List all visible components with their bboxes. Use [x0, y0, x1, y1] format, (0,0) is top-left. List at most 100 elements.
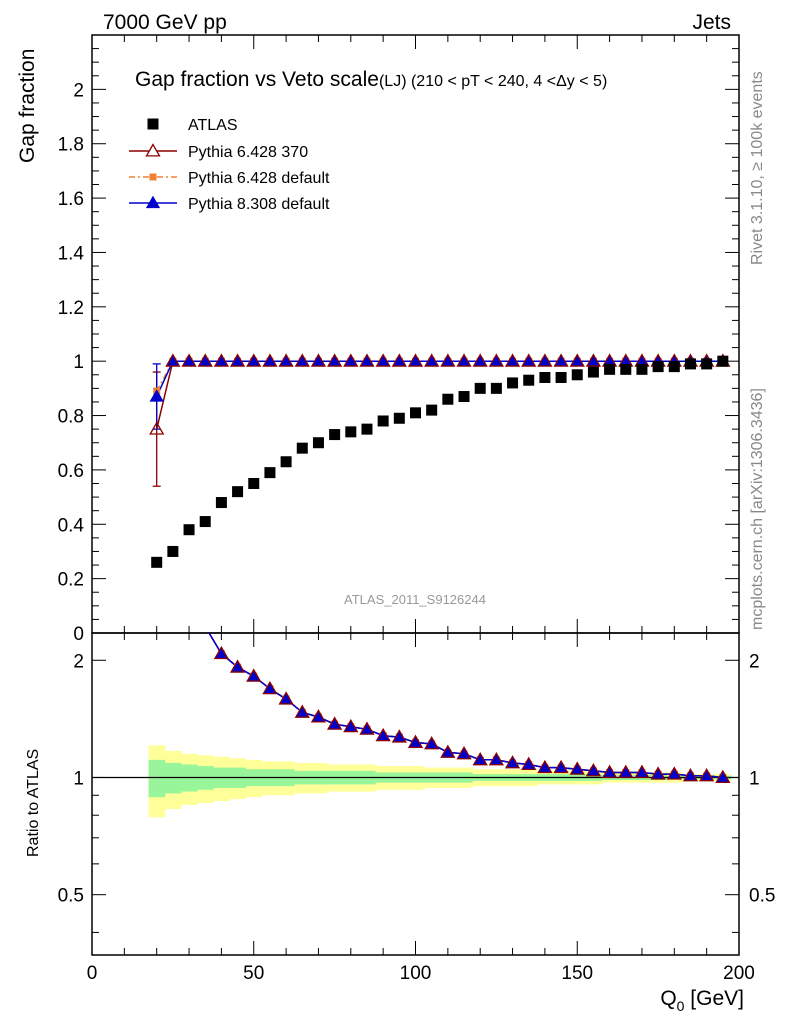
- legend: ATLAS Pythia 6.428 370 Pythia 6.428 defaul…: [129, 117, 330, 213]
- ratio-pythia6-370-point: [715, 769, 731, 784]
- pythia8-default-point: [262, 353, 278, 367]
- pythia8-default-point: [246, 353, 261, 367]
- ratio-uncertainty-band: [148, 745, 732, 818]
- pythia8-default-point: [440, 353, 455, 367]
- ratio-curves: [208, 633, 731, 784]
- pythia8-default-point: [149, 389, 164, 402]
- pythia6-370-point: [424, 353, 440, 367]
- pythia8-default-point: [505, 353, 520, 367]
- ratio-pythia8-default-point: [440, 745, 455, 758]
- ratio-pythia6-370-point: [682, 767, 699, 782]
- atlas-point: [442, 393, 454, 405]
- pythia8-default-point: [278, 353, 294, 367]
- main-ytick-label: 0.8: [58, 407, 84, 428]
- atlas-point: [620, 363, 632, 375]
- pythia8-default-point: [327, 353, 342, 367]
- pythia6-370-point: [407, 353, 424, 367]
- atlas-point: [345, 426, 357, 438]
- atlas-point: [555, 371, 567, 383]
- ratio-pythia6-370-point: [262, 680, 278, 695]
- pythia6-370-point: [327, 353, 343, 367]
- main-ytick-label: 0.2: [58, 570, 84, 591]
- ratio-ylabel: Ratio to ATLAS: [25, 749, 42, 857]
- ratio-xtick-label: 150: [561, 963, 593, 984]
- ratio-ytick-label-right: 2: [749, 651, 760, 672]
- atlas-point: [377, 415, 389, 427]
- ratio-ytick-label-right: 0.5: [749, 886, 775, 907]
- pythia8-default-point: [359, 353, 375, 367]
- legend-atlas-marker: [147, 118, 159, 130]
- pythia8-default-point: [489, 353, 504, 367]
- main-ytick-label: 0.6: [58, 461, 84, 482]
- legend-entry: ATLAS: [147, 117, 238, 134]
- legend-label: Pythia 6.428 default: [188, 170, 330, 187]
- legend-pythia6-default-marker: [149, 173, 157, 181]
- ratio-pythia8-default-point: [376, 728, 391, 741]
- ratio-xtick-label: 100: [400, 963, 432, 984]
- pythia6-370-point: [213, 353, 230, 367]
- ratio-pythia6-370-point: [424, 736, 440, 750]
- atlas-point: [474, 382, 486, 394]
- ratio-pythia8-default-point: [278, 691, 294, 705]
- pythia8-default-point: [537, 353, 553, 367]
- pythia8-default-point: [586, 353, 601, 367]
- atlas-point: [652, 361, 664, 373]
- band-inner-bin: [164, 762, 182, 794]
- beam-label: 7000 GeV pp: [103, 11, 227, 34]
- ratio-pythia6-370-point: [310, 709, 327, 723]
- pythia6-370-point: [165, 353, 181, 367]
- ratio-pythia6-370-point: [440, 744, 456, 758]
- ratio-xtick-label: 50: [243, 963, 264, 984]
- ratio-pythia8-default-point: [214, 646, 229, 659]
- legend-label: Pythia 6.428 370: [188, 144, 308, 161]
- pythia8-default-point: [165, 353, 180, 367]
- legend-label: Pythia 8.308 default: [188, 196, 330, 213]
- main-panel: 0 0.2 0.4 0.6 0.8 1 1.2 1.4 1.6 1.8 2 Gap fraction…: [16, 34, 740, 645]
- ratio-pythia6-370-point: [504, 755, 521, 769]
- legend-entry: Pythia 6.428 default: [129, 170, 330, 187]
- atlas-point: [296, 442, 308, 454]
- band-inner-bin: [148, 759, 166, 798]
- pythia8-default-point: [456, 353, 472, 367]
- legend-entry: Pythia 8.308 default: [129, 195, 330, 213]
- main-ytick-label: 0: [73, 624, 84, 645]
- ratio-xlabel-unit: [GeV]: [684, 987, 744, 1010]
- legend-entry: Pythia 6.428 370: [129, 143, 308, 161]
- pythia8-default-point: [295, 353, 310, 367]
- mcplots-note: mcplots.cern.ch [arXiv:1306.3436]: [749, 388, 766, 630]
- ratio-pythia6-370-point: [666, 766, 682, 780]
- main-panel-data: [149, 353, 731, 568]
- pythia8-default-point: [553, 353, 569, 367]
- pythia6-370-point: [456, 353, 472, 367]
- atlas-point: [183, 524, 195, 536]
- main-ytick-label: 1.4: [58, 243, 85, 264]
- pythia6-370-point: [585, 353, 602, 367]
- ratio-pythia6-370-point: [618, 764, 634, 779]
- ratio-pythia6-370-point: [601, 764, 618, 779]
- ratio-pythia6-370-point: [246, 668, 262, 682]
- atlas-point: [458, 391, 470, 403]
- main-ytick-label: 1.8: [58, 135, 84, 156]
- ratio-pythia6-370-point: [343, 718, 359, 733]
- pythia6-370-point: [391, 353, 407, 367]
- main-ytick-label: 0.4: [58, 515, 85, 536]
- ratio-pythia6-370-point: [569, 761, 585, 775]
- ratio-ytick-label: 0.5: [58, 886, 84, 907]
- atlas-point: [280, 456, 292, 468]
- pythia6-370-point: [181, 353, 197, 367]
- ratio-panel: 0.5 0.51 12 20 50 100 150 200 Ratio to ATLAS Q0…: [25, 632, 775, 1014]
- ratio-pythia6-370-point: [229, 659, 246, 673]
- rivet-note: Rivet 3.1.10, ≥ 100k events: [749, 71, 766, 265]
- legend-label: ATLAS: [188, 117, 238, 134]
- main-title-text: Gap fraction vs Veto scale: [135, 68, 379, 91]
- ratio-xtick-label: 0: [87, 963, 98, 984]
- pythia8-default-point: [521, 353, 536, 367]
- pythia6-370-point: [278, 353, 294, 367]
- pythia6-370-point: [504, 353, 521, 367]
- ratio-pythia8-default-point: [634, 765, 650, 778]
- ratio-pythia6-370-point: [585, 763, 602, 777]
- atlas-point: [232, 486, 244, 498]
- ratio-pythia6-370-point: [375, 727, 391, 742]
- pythia6-370-point: [569, 353, 585, 367]
- pythia6-370-point: [343, 353, 359, 367]
